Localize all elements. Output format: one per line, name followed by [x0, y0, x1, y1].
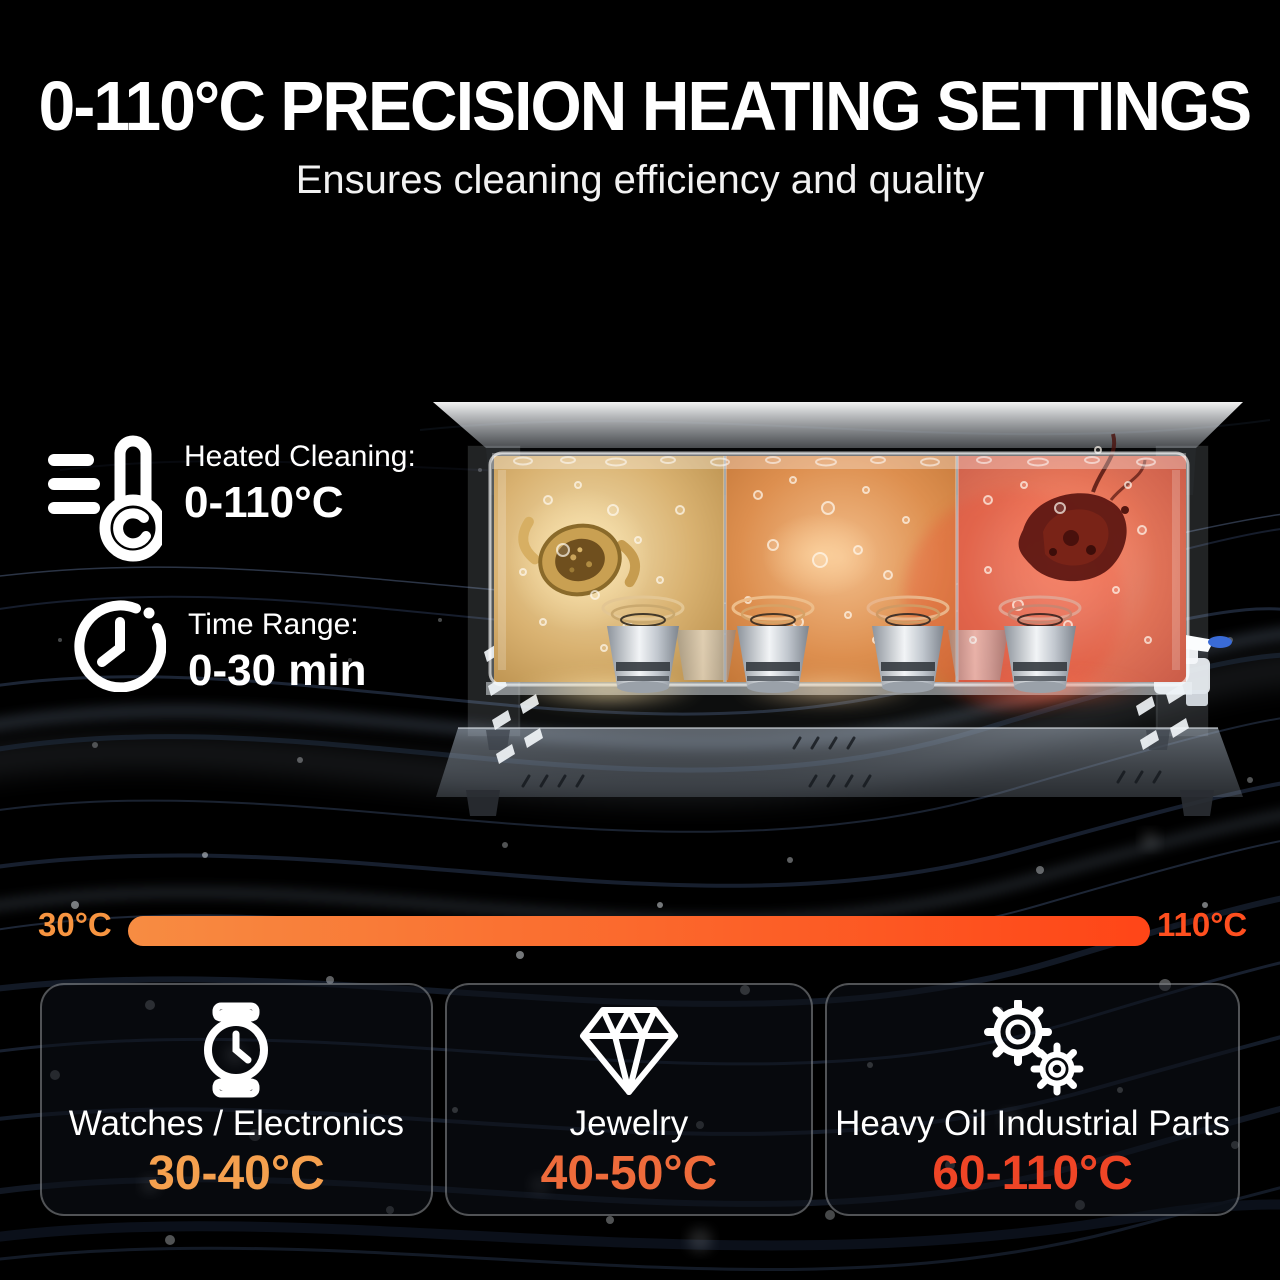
card-label: Heavy Oil Industrial Parts: [835, 1103, 1230, 1143]
clock-icon: [74, 600, 166, 692]
transducer: [601, 595, 685, 693]
card-jewelry: Jewelry 40-50°C: [444, 983, 814, 1216]
card-watches-electronics: Watches / Electronics 30-40°C: [40, 983, 433, 1216]
spec-value: 0-110°C: [184, 478, 344, 527]
watch-icon: [204, 1002, 269, 1097]
diamond-icon: [579, 1006, 678, 1095]
spec-time-range: Time Range: 0-30 min: [74, 600, 367, 696]
card-temp-range: 40-50°C: [540, 1146, 718, 1200]
gears-icon: [983, 999, 1084, 1095]
transducer: [998, 595, 1082, 693]
page-subtitle: Ensures cleaning efficiency and quality: [295, 157, 985, 202]
temperature-bar: [128, 916, 1150, 946]
bubbles: [519, 446, 1152, 652]
transducer: [866, 595, 950, 693]
card-label: Jewelry: [569, 1103, 689, 1143]
transducer: [731, 595, 815, 693]
card-heavy-oil-parts: Heavy Oil Industrial Parts 60-110°C: [825, 983, 1240, 1216]
spec-heated-cleaning: Heated Cleaning: 0-110°C: [44, 432, 416, 564]
watch-in-tank: [518, 516, 641, 597]
card-temp-range: 30-40°C: [148, 1146, 325, 1200]
ultrasonic-cleaner-photo: [433, 402, 1243, 816]
card-temp-range: 60-110°C: [932, 1146, 1133, 1200]
thermometer-icon: [48, 435, 162, 562]
base-vent-slits: [521, 736, 1162, 788]
spec-label: Heated Cleaning:: [184, 440, 416, 473]
spec-value: 0-30 min: [188, 646, 367, 695]
dirty-part-in-tank: [1018, 433, 1147, 582]
cleaner-tank: [486, 433, 1192, 710]
scale-min-label: 30°C: [38, 906, 112, 943]
water-surface: [513, 456, 1156, 467]
ultrasonic-transducers: [601, 595, 1082, 693]
application-cards: Watches / Electronics 30-40°C Jewelry 40…: [40, 983, 1240, 1216]
spec-label: Time Range:: [188, 608, 359, 641]
card-label: Watches / Electronics: [68, 1103, 404, 1143]
page-title: 0-110°C PRECISION HEATING SETTINGS: [38, 67, 1253, 145]
scale-max-label: 110°C: [1157, 906, 1248, 943]
